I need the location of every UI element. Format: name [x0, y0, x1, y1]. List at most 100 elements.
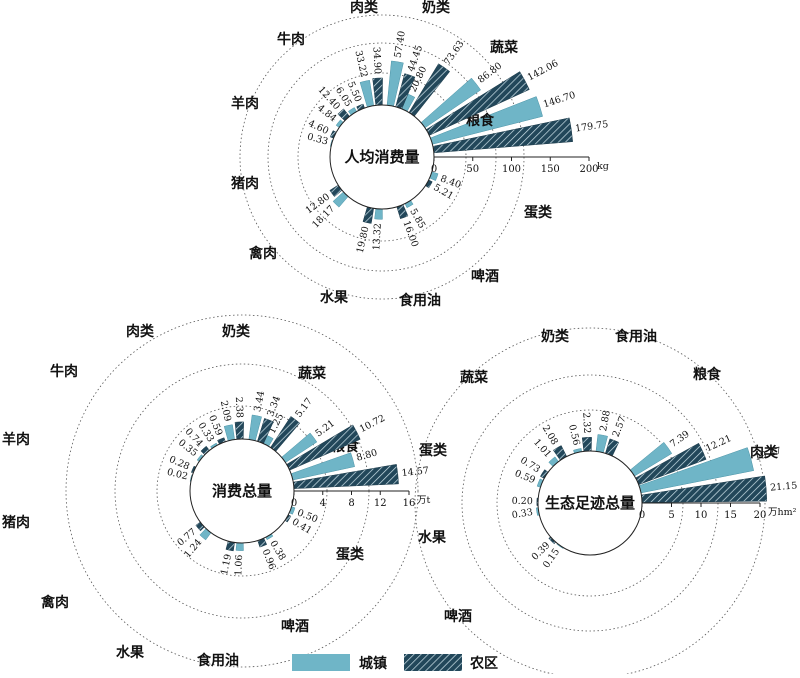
category-label: 食用油 — [615, 328, 657, 345]
category-label: 蛋类 — [336, 546, 365, 563]
axis-tick-label: 50 — [466, 164, 479, 175]
category-label: 奶类 — [541, 328, 570, 345]
axis-tick-label: 100 — [502, 164, 521, 175]
bar-rural — [362, 206, 374, 224]
value-label: 2.88 — [598, 409, 613, 432]
category-label: 蔬菜 — [460, 369, 489, 386]
bar-rural — [234, 421, 244, 440]
category-label: 牛肉 — [277, 31, 305, 48]
value-label: 10.72 — [358, 413, 387, 435]
category-label: 肉类 — [126, 323, 155, 340]
axis-unit-label: 万hm² — [768, 507, 797, 518]
value-label: 2.57 — [611, 415, 629, 439]
axis-tick-label: 8 — [348, 498, 354, 509]
category-label: 禽肉 — [248, 245, 277, 262]
axis-tick-label: 15 — [724, 510, 737, 521]
category-label: 蛋类 — [419, 442, 448, 459]
value-label: 73.63 — [442, 39, 467, 68]
value-label: 7.39 — [668, 429, 692, 450]
axis-tick-label: 0 — [431, 164, 437, 175]
axis-tick-label: 10 — [695, 510, 708, 521]
axis-tick-label: 0 — [639, 510, 645, 521]
category-label: 蛋类 — [524, 204, 553, 221]
axis-tick-label: 20 — [754, 510, 767, 521]
category-label: 羊肉 — [2, 431, 30, 448]
value-label: 33.22 — [352, 50, 369, 79]
category-label: 啤酒 — [444, 608, 472, 625]
axis-tick-label: 5 — [668, 510, 674, 521]
category-label: 水果 — [418, 529, 447, 546]
axis-tick-label: 200 — [579, 164, 598, 175]
category-label: 猪肉 — [1, 514, 30, 531]
bar-urban — [359, 79, 374, 108]
value-label: 146.70 — [542, 90, 577, 111]
value-label: 86.80 — [476, 60, 504, 85]
bar-urban — [223, 424, 235, 442]
chart-title: 生态足迹总量 — [545, 494, 635, 512]
category-label: 牛肉 — [50, 363, 78, 380]
category-label: 食用油 — [399, 292, 441, 309]
category-label: 肉类 — [750, 444, 779, 461]
category-label: 肉类 — [350, 0, 379, 16]
value-label: 0.02 — [166, 467, 189, 483]
axis-unit-label: 万t — [417, 495, 431, 506]
bar-urban — [374, 208, 383, 220]
guide-ring — [65, 314, 419, 668]
category-label: 啤酒 — [281, 618, 309, 635]
value-label: 2.38 — [233, 397, 245, 419]
category-label: 羊肉 — [231, 95, 259, 112]
category-label: 奶类 — [222, 323, 251, 340]
value-label: 142.06 — [526, 58, 561, 83]
value-label: 14.57 — [401, 465, 429, 479]
value-label: 0.33 — [511, 507, 534, 521]
chart-title: 人均消费量 — [344, 148, 419, 166]
chart-title: 消费总量 — [212, 482, 272, 500]
value-label: 5.17 — [293, 396, 314, 420]
legend-swatch-urban — [292, 654, 350, 671]
category-label: 禽肉 — [40, 594, 69, 611]
legend-label-urban: 城镇 — [359, 655, 387, 672]
axis-tick-label: 4 — [320, 498, 326, 509]
value-label: 12.21 — [704, 433, 733, 454]
bar-urban — [595, 434, 608, 454]
axis-tick-label: 12 — [374, 498, 387, 509]
bar-urban — [235, 542, 244, 551]
value-label: 0.56 — [566, 423, 582, 446]
value-label: 13.32 — [371, 223, 384, 251]
bar-rural — [581, 437, 592, 452]
axis-tick-label: 0 — [291, 498, 297, 509]
axis-unit-label: kg — [597, 161, 609, 172]
category-label: 猪肉 — [230, 175, 259, 192]
value-label: 0.20 — [512, 496, 533, 507]
axis-tick-label: 150 — [541, 164, 560, 175]
value-label: 2.09 — [218, 400, 233, 423]
bar-rural — [605, 438, 620, 457]
value-label: 21.15 — [770, 480, 798, 493]
axis-tick-label: 16 — [403, 498, 416, 509]
value-label: 179.75 — [575, 119, 609, 135]
value-label: 57.40 — [393, 30, 408, 59]
value-label: 0.33 — [306, 131, 329, 147]
legend-swatch-rural — [404, 654, 462, 671]
legend: 城镇 农区 — [292, 654, 498, 672]
value-label: 1.19 — [219, 553, 234, 576]
category-label: 蔬菜 — [490, 39, 519, 56]
category-label: 水果 — [116, 644, 145, 661]
value-label: 34.90 — [370, 47, 383, 75]
category-label: 奶类 — [422, 0, 451, 16]
legend-label-rural: 农区 — [469, 655, 498, 672]
bar-rural — [372, 77, 383, 106]
category-label: 水果 — [320, 289, 349, 306]
value-label: 2.32 — [580, 412, 592, 434]
value-label: 1.06 — [233, 554, 245, 576]
category-label: 啤酒 — [471, 268, 499, 285]
category-label: 粮食 — [693, 366, 722, 383]
value-label: 3.44 — [252, 390, 267, 413]
category-label: 粮食 — [466, 112, 495, 129]
guide-ring — [414, 327, 766, 678]
